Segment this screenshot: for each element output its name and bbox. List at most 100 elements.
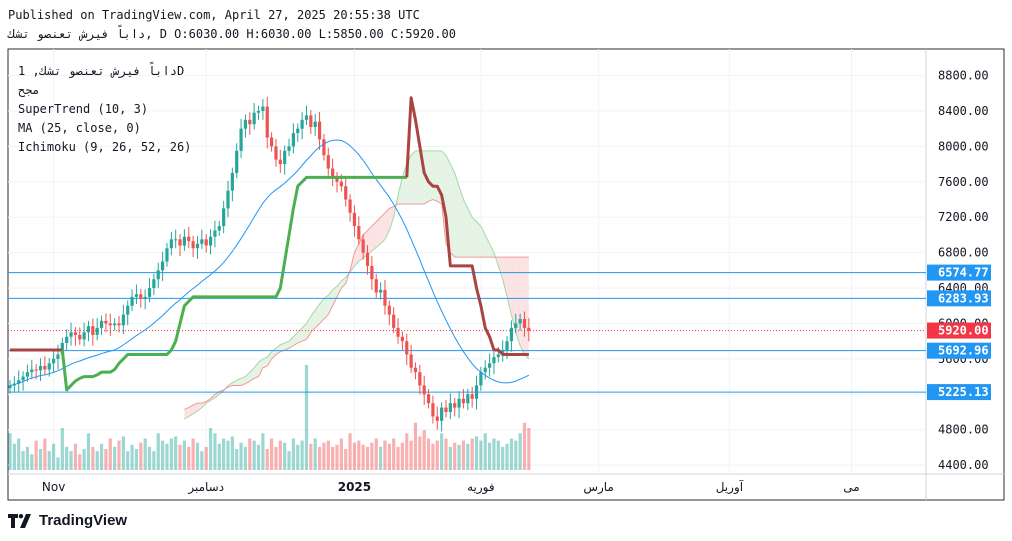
volume-bar (426, 438, 431, 470)
candle (287, 146, 291, 151)
candle (52, 358, 56, 364)
candle (252, 112, 256, 125)
candle (453, 403, 457, 408)
cloud-segment (463, 199, 468, 258)
candle (365, 252, 370, 266)
volume-bar (78, 454, 82, 470)
volume-bar (104, 449, 108, 470)
candle (522, 319, 527, 328)
published-line: Published on TradingView.com, April 27, … (8, 8, 420, 22)
tradingview-logo[interactable]: TradingView (8, 512, 127, 529)
candle (409, 354, 413, 368)
cloud-segment (472, 217, 477, 258)
candle (274, 146, 278, 160)
candle (492, 357, 496, 364)
x-tick-label: فوريه (467, 480, 495, 495)
candle (91, 326, 95, 335)
legend-exchange: مجح (18, 83, 40, 97)
volume-bar (43, 438, 47, 470)
legend-ma[interactable]: MA (25, close, 0) (18, 121, 141, 135)
volume-bar (121, 436, 125, 470)
volume-bar (466, 443, 470, 470)
candle (248, 119, 252, 125)
candle (527, 327, 531, 331)
legend-ichimoku[interactable]: Ichimoku (9, 26, 52, 26) (18, 140, 192, 154)
cloud-segment (432, 150, 438, 202)
volume-bar (344, 449, 348, 470)
last-price-label-bg (927, 322, 991, 339)
candle (226, 190, 230, 209)
candle (405, 341, 409, 355)
volume-bar (182, 440, 186, 470)
candle (82, 332, 86, 340)
cloud-segment (197, 403, 202, 412)
horizontal-levels (8, 272, 926, 393)
volume-bar (514, 440, 518, 470)
candle (256, 110, 261, 113)
cloud-segment (498, 257, 503, 280)
cloud-segment (184, 407, 189, 420)
candle (195, 243, 200, 249)
volume-bar (527, 428, 531, 470)
candle (413, 367, 418, 373)
level-label-bg (927, 384, 991, 401)
x-tick-label: آوريل (716, 479, 744, 495)
cloud-segment (315, 304, 320, 328)
volume-bar (204, 446, 208, 470)
candle (178, 239, 182, 246)
candle (265, 106, 269, 138)
candle (95, 327, 99, 335)
volume-bar (435, 440, 439, 470)
legend-supertrend[interactable]: SuperTrend (10, 3) (18, 102, 149, 116)
volume-bar (488, 442, 492, 470)
volume-bar (252, 440, 256, 470)
candle (300, 119, 304, 129)
y-tick-label: 6800.00 (938, 246, 989, 260)
candle (322, 139, 326, 156)
y-tick-label: 8000.00 (938, 139, 989, 153)
volume-bar (370, 442, 374, 470)
volume-bar (522, 422, 527, 470)
volume-bar (30, 454, 34, 470)
volume-bar (365, 446, 370, 470)
cloud-segment (328, 289, 333, 315)
volume-bar (69, 451, 73, 470)
candle (505, 341, 509, 351)
volume-bar (12, 443, 16, 470)
volume-bar (91, 446, 95, 470)
supertrend-line (405, 96, 529, 356)
candle (152, 279, 156, 289)
candle (392, 314, 396, 328)
volume-bar (457, 444, 461, 470)
candle (335, 177, 339, 182)
candle (165, 248, 169, 262)
volume-bar (82, 449, 86, 470)
chart-frame (7, 48, 1005, 501)
candle (134, 294, 139, 297)
volume-bar (178, 444, 182, 470)
candle (291, 133, 295, 147)
candle (309, 115, 313, 127)
candle (78, 334, 82, 340)
candle (21, 376, 25, 381)
cloud-segment (262, 357, 268, 368)
volume-bar (431, 443, 435, 470)
legend-symbol[interactable]: داباً فيرش تعنصو تشك, 1D (18, 64, 185, 78)
x-tick-label: Nov (42, 480, 65, 494)
cloud-segment (354, 243, 359, 266)
candle (243, 119, 248, 129)
volume-bar (213, 433, 217, 470)
candle (418, 372, 422, 386)
candle (261, 106, 265, 111)
volume-bar (309, 443, 313, 470)
volume-bar (326, 440, 330, 470)
volume-bar (322, 442, 326, 470)
volume-bar (387, 443, 391, 470)
candle (352, 212, 357, 227)
cloud-segment (302, 323, 307, 342)
volume-bar (208, 428, 213, 470)
candle (108, 323, 112, 326)
volume-bar (86, 433, 91, 470)
candle (296, 128, 300, 134)
